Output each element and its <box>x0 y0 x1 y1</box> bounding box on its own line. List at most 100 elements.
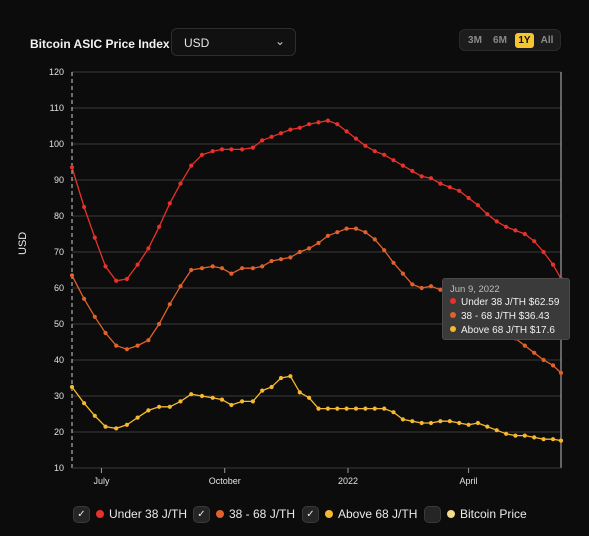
data-point <box>210 149 215 154</box>
data-point <box>135 343 140 348</box>
legend-item-bitcoin-price[interactable]: Bitcoin Price <box>424 505 527 523</box>
tooltip-dot <box>450 312 456 319</box>
legend-item-above-68[interactable]: ✓ Above 68 J/TH <box>302 505 417 523</box>
data-point <box>92 413 97 418</box>
data-point <box>372 237 377 242</box>
data-point <box>210 395 215 400</box>
data-point <box>240 147 245 152</box>
data-point <box>288 127 293 132</box>
data-point <box>372 149 377 154</box>
data-point <box>363 230 368 235</box>
data-point <box>82 204 87 210</box>
data-point <box>382 152 387 157</box>
data-point <box>400 271 405 276</box>
range-3m-button[interactable]: 3M <box>468 35 482 46</box>
data-point <box>124 347 129 352</box>
data-point <box>410 168 415 174</box>
legend-dot <box>447 510 455 518</box>
data-point <box>400 417 405 422</box>
data-point <box>344 129 349 134</box>
series-line <box>71 119 562 282</box>
data-point <box>103 424 108 429</box>
data-point <box>135 415 140 420</box>
data-point <box>297 390 302 395</box>
range-1y-button[interactable]: 1Y <box>515 33 534 48</box>
range-all-button[interactable]: All <box>540 35 554 46</box>
data-point <box>316 120 321 125</box>
data-point <box>513 228 518 233</box>
data-point <box>391 410 396 415</box>
data-point <box>457 188 462 193</box>
data-point <box>494 219 499 224</box>
x-tick-label: April <box>460 476 478 486</box>
data-point <box>541 357 546 363</box>
data-point <box>558 438 564 443</box>
x-tick-label: October <box>209 476 241 486</box>
data-point <box>382 406 387 411</box>
data-point <box>260 264 265 269</box>
tooltip-dot <box>450 326 456 333</box>
data-point <box>297 125 302 130</box>
data-point <box>135 262 140 267</box>
data-point <box>199 393 205 399</box>
check-icon[interactable]: ✓ <box>193 505 210 523</box>
y-tick-label: 80 <box>54 211 64 221</box>
data-point <box>485 212 490 217</box>
data-point <box>428 176 434 181</box>
data-point <box>219 147 225 152</box>
data-point <box>457 420 462 426</box>
data-point <box>335 406 340 411</box>
check-icon[interactable]: ✓ <box>73 505 90 523</box>
data-point <box>428 420 434 426</box>
data-point <box>92 314 97 319</box>
x-tick-label: July <box>93 476 110 486</box>
chevron-down-icon: ⌄ <box>274 34 285 48</box>
data-point <box>447 419 452 424</box>
check-icon[interactable]: ✓ <box>302 505 319 523</box>
range-6m-button[interactable]: 6M <box>493 35 507 46</box>
data-point <box>297 249 302 255</box>
y-tick-label: 110 <box>50 103 64 113</box>
data-point <box>199 266 205 271</box>
legend-item-under-38[interactable]: ✓ Under 38 J/TH <box>73 505 187 523</box>
data-point <box>382 248 387 253</box>
data-point <box>419 420 424 426</box>
data-point <box>419 174 424 179</box>
legend-label: Under 38 J/TH <box>109 507 188 521</box>
y-tick-label: 60 <box>54 283 64 293</box>
data-point <box>92 235 97 240</box>
currency-select[interactable]: USD ⌄ <box>171 28 296 56</box>
data-point <box>307 395 312 400</box>
data-point <box>541 437 546 442</box>
data-point <box>485 424 490 429</box>
currency-select-value: USD <box>184 36 210 50</box>
data-point <box>229 402 234 408</box>
data-point <box>325 233 330 238</box>
data-point <box>199 152 205 157</box>
data-point <box>189 392 194 397</box>
legend-item-38-68[interactable]: ✓ 38 - 68 J/TH <box>193 505 295 523</box>
checkbox-empty-icon[interactable] <box>424 505 441 523</box>
y-tick-label: 50 <box>54 319 64 329</box>
data-point <box>229 147 234 152</box>
data-point <box>363 406 368 411</box>
legend-dot <box>216 510 224 518</box>
data-point <box>69 384 75 390</box>
data-point <box>344 226 349 231</box>
data-point <box>550 437 556 442</box>
data-point <box>229 271 234 276</box>
data-point <box>189 163 194 168</box>
data-point <box>532 239 537 244</box>
tooltip-row-38-68: 38 - 68 J/TH $36.43 <box>450 311 549 323</box>
legend-label: 38 - 68 J/TH <box>229 507 296 521</box>
data-point <box>167 404 172 409</box>
data-point <box>124 276 129 282</box>
data-point <box>344 406 349 411</box>
data-point <box>269 258 274 264</box>
data-point <box>114 343 119 348</box>
data-point <box>278 257 284 262</box>
y-tick-label: 30 <box>54 391 64 401</box>
data-point <box>219 266 225 271</box>
y-tick-label: 100 <box>49 139 64 149</box>
data-point <box>353 136 359 141</box>
